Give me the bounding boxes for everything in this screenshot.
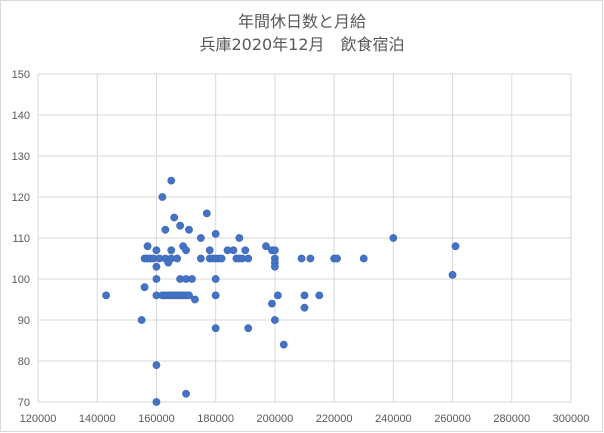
data-points bbox=[102, 176, 460, 406]
data-point bbox=[173, 254, 182, 263]
data-point bbox=[188, 275, 196, 283]
data-point bbox=[300, 291, 309, 300]
data-point bbox=[273, 291, 282, 300]
data-point bbox=[315, 291, 324, 300]
data-point bbox=[306, 254, 315, 263]
y-tick-label: 130 bbox=[12, 151, 30, 163]
data-point bbox=[333, 254, 341, 263]
x-tick-label: 120000 bbox=[20, 413, 57, 425]
data-point bbox=[152, 275, 161, 283]
y-tick-label: 90 bbox=[18, 315, 30, 327]
data-point bbox=[359, 254, 368, 263]
data-point bbox=[140, 283, 149, 292]
data-point bbox=[211, 229, 220, 238]
data-point bbox=[205, 246, 214, 255]
data-point bbox=[170, 213, 179, 222]
gridlines bbox=[37, 73, 572, 403]
data-point bbox=[211, 291, 220, 300]
data-point bbox=[143, 242, 152, 251]
data-point bbox=[152, 246, 161, 255]
data-point bbox=[152, 398, 161, 406]
data-point bbox=[167, 246, 176, 255]
x-tick-label: 260000 bbox=[434, 413, 471, 425]
y-tick-label: 100 bbox=[12, 274, 30, 286]
data-point bbox=[279, 340, 288, 349]
data-point bbox=[389, 234, 398, 242]
x-tick-label: 240000 bbox=[375, 413, 412, 425]
chart-title-block: 年間休日数と月給 兵庫2020年12月 飲食宿泊 bbox=[0, 10, 604, 56]
data-point bbox=[182, 389, 190, 398]
data-point bbox=[217, 254, 226, 263]
y-tick-label: 70 bbox=[18, 397, 30, 409]
data-point bbox=[176, 221, 185, 230]
y-tick-label: 120 bbox=[12, 192, 30, 204]
data-point bbox=[152, 361, 161, 369]
y-tick-label: 110 bbox=[12, 233, 30, 245]
data-point bbox=[241, 246, 250, 255]
data-point bbox=[451, 242, 460, 251]
y-tick-label: 140 bbox=[12, 110, 30, 122]
data-point bbox=[185, 291, 193, 300]
data-point bbox=[268, 299, 276, 308]
data-point bbox=[211, 275, 220, 283]
data-point bbox=[185, 225, 193, 234]
data-point bbox=[270, 262, 279, 271]
y-tick-label: 150 bbox=[12, 69, 30, 81]
data-point bbox=[235, 234, 244, 242]
data-point bbox=[102, 291, 111, 300]
data-point bbox=[202, 209, 211, 218]
data-point bbox=[137, 316, 146, 324]
chart-title: 年間休日数と月給 bbox=[237, 12, 366, 31]
chart-subtitle: 兵庫2020年12月 飲食宿泊 bbox=[199, 35, 405, 54]
data-point bbox=[211, 324, 220, 333]
x-tick-label: 200000 bbox=[257, 413, 294, 425]
data-point bbox=[161, 225, 170, 234]
data-point bbox=[191, 295, 199, 304]
data-point bbox=[448, 270, 457, 279]
data-point bbox=[300, 303, 309, 312]
data-point bbox=[182, 246, 190, 255]
x-tick-label: 300000 bbox=[553, 413, 590, 425]
x-tick-label: 220000 bbox=[316, 413, 353, 425]
data-point bbox=[244, 324, 253, 333]
x-tick-label: 160000 bbox=[138, 413, 175, 425]
data-point bbox=[196, 254, 205, 263]
x-axis-tick-labels: 120000 140000 160000 180000 200000 220000 2400… bbox=[20, 413, 590, 425]
y-tick-label: 80 bbox=[18, 356, 30, 368]
data-point bbox=[262, 242, 270, 251]
data-point bbox=[158, 193, 167, 201]
x-tick-label: 280000 bbox=[493, 413, 530, 425]
data-point bbox=[167, 176, 176, 185]
data-point bbox=[297, 254, 306, 263]
data-point bbox=[244, 254, 253, 263]
data-point bbox=[270, 316, 279, 324]
x-tick-label: 140000 bbox=[79, 413, 116, 425]
data-point bbox=[229, 246, 238, 255]
y-axis-tick-labels: 70 80 90 100 110 120 130 140 150 bbox=[12, 69, 30, 409]
x-tick-label: 180000 bbox=[197, 413, 234, 425]
data-point bbox=[152, 262, 161, 271]
data-point bbox=[196, 234, 205, 242]
data-point bbox=[270, 246, 279, 255]
